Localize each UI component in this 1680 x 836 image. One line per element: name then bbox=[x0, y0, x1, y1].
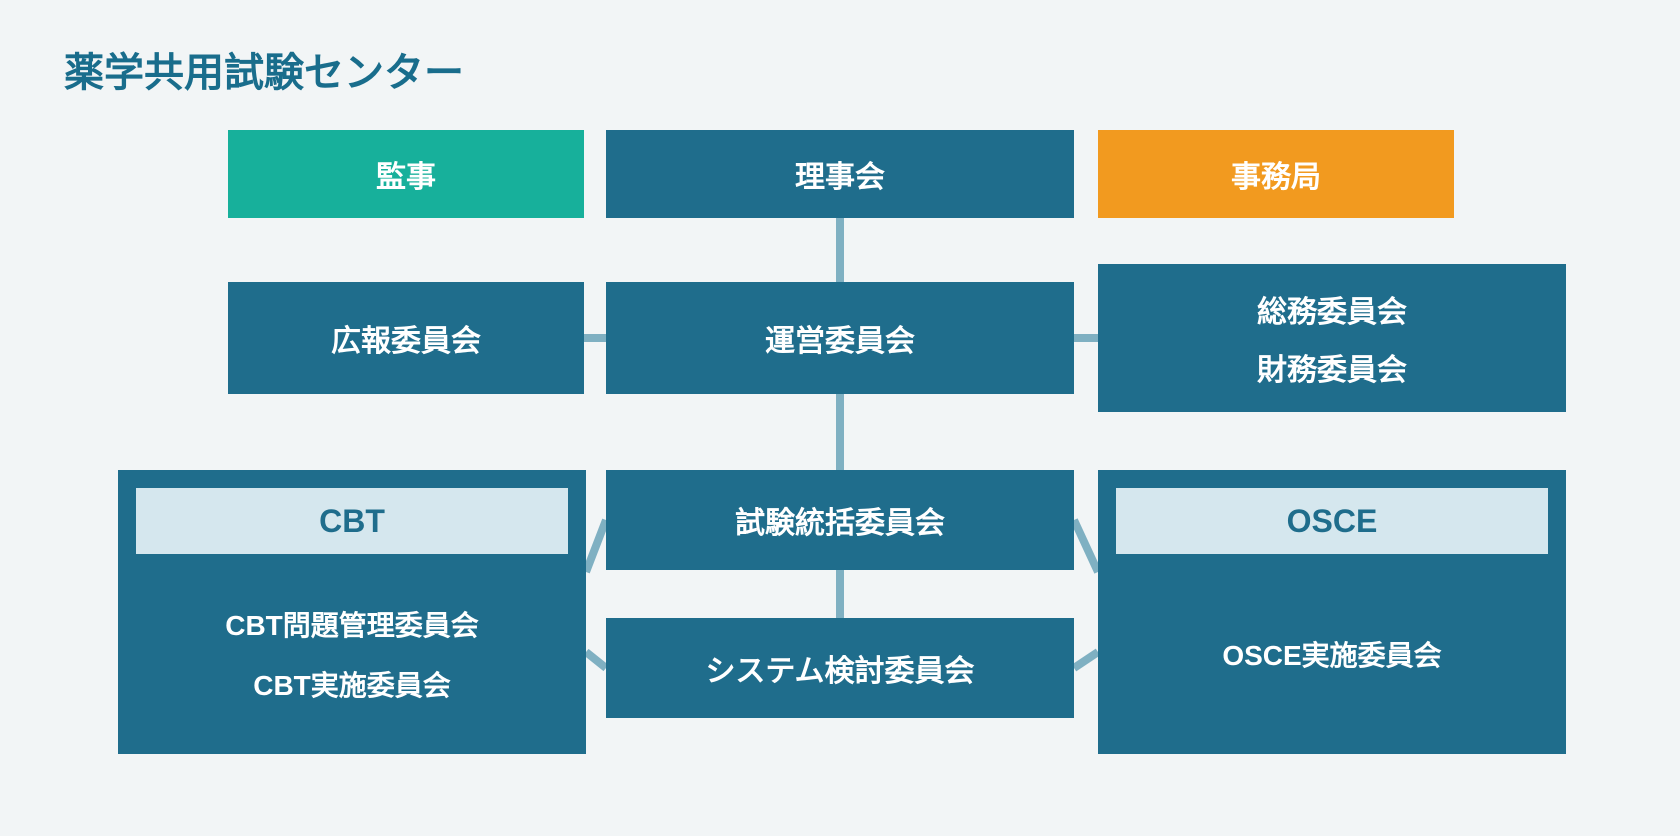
node-shiken-label: 試験統括委員会 bbox=[735, 498, 945, 542]
node-somu_zaimu-line-1: 財務委員会 bbox=[1257, 345, 1407, 389]
node-osce: OSCE OSCE実施委員会 bbox=[1098, 470, 1566, 754]
node-rijikai-label: 理事会 bbox=[795, 152, 885, 196]
node-somu_zaimu-line-0: 総務委員会 bbox=[1257, 287, 1407, 331]
node-osce-line-0: OSCE実施委員会 bbox=[1222, 634, 1441, 674]
node-cbt: CBT CBT問題管理委員会 CBT実施委員会 bbox=[118, 470, 586, 754]
node-system: システム検討委員会 bbox=[606, 618, 1074, 718]
node-koho-label: 広報委員会 bbox=[331, 316, 481, 360]
node-cbt-line-0: CBT問題管理委員会 bbox=[225, 604, 479, 644]
node-kanji: 監事 bbox=[228, 130, 584, 218]
node-system-label: システム検討委員会 bbox=[705, 646, 974, 690]
node-rijikai: 理事会 bbox=[606, 130, 1074, 218]
node-koho: 広報委員会 bbox=[228, 282, 584, 394]
page-title: 薬学共用試験センター bbox=[64, 40, 464, 98]
node-unei: 運営委員会 bbox=[606, 282, 1074, 394]
edge-system-cbt bbox=[586, 652, 606, 668]
node-kanji-label: 監事 bbox=[376, 152, 436, 196]
node-shiken: 試験統括委員会 bbox=[606, 470, 1074, 570]
node-somu_zaimu: 総務委員会財務委員会 bbox=[1098, 264, 1566, 412]
node-jimukyoku-label: 事務局 bbox=[1231, 152, 1321, 196]
edge-shiken-cbt bbox=[586, 520, 606, 572]
edge-system-osce bbox=[1074, 652, 1098, 668]
node-osce-header: OSCE bbox=[1116, 488, 1548, 554]
node-jimukyoku: 事務局 bbox=[1098, 130, 1454, 218]
node-unei-label: 運営委員会 bbox=[765, 316, 915, 360]
edge-shiken-osce bbox=[1074, 520, 1098, 572]
node-cbt-header: CBT bbox=[136, 488, 568, 554]
node-cbt-line-1: CBT実施委員会 bbox=[253, 664, 451, 704]
org-chart: 薬学共用試験センター 監事 理事会 事務局広報委員会 運営委員会 総務委員会財務委員会試… bbox=[0, 0, 1680, 836]
